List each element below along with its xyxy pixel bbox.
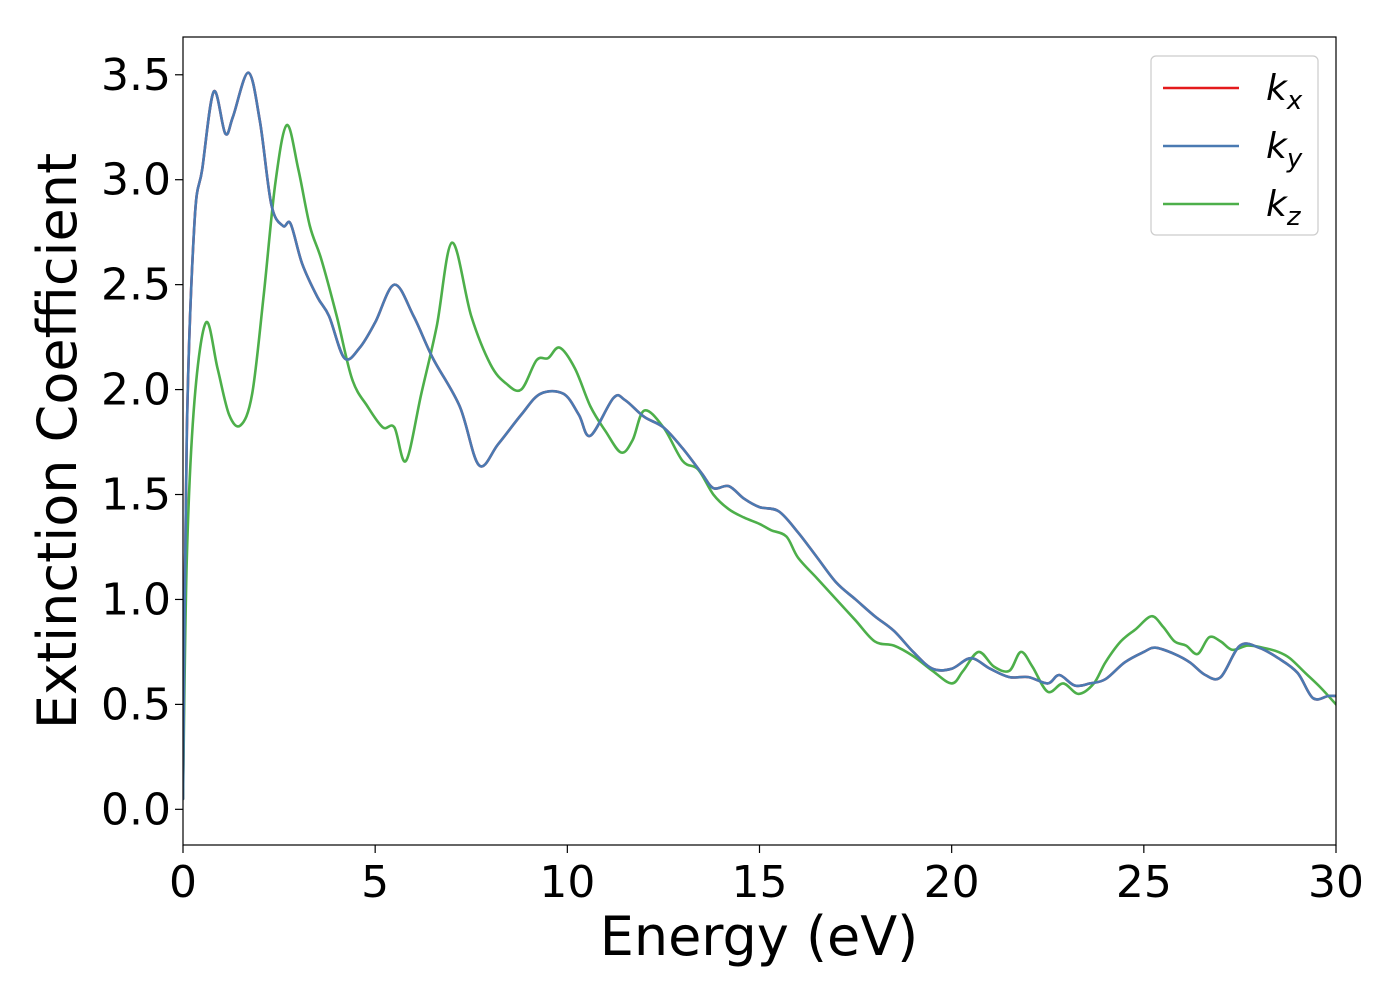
y-tick-label: 3.5 bbox=[101, 50, 171, 101]
legend-label-ky: ky bbox=[1266, 126, 1303, 174]
y-tick-label: 2.0 bbox=[101, 365, 171, 416]
legend-label-kx: kx bbox=[1266, 68, 1303, 116]
legend-label-base: k bbox=[1266, 68, 1289, 109]
y-tick-label: 0.5 bbox=[101, 679, 171, 730]
x-axis-title: Energy (eV) bbox=[600, 905, 919, 968]
legend-label-subscript: y bbox=[1286, 144, 1303, 174]
x-tick-label: 15 bbox=[732, 857, 788, 908]
legend-label-subscript: x bbox=[1286, 86, 1303, 116]
x-tick-label: 0 bbox=[169, 857, 197, 908]
y-tick-label: 2.5 bbox=[101, 260, 171, 311]
legend-label-base: k bbox=[1266, 184, 1289, 225]
series-line-kz bbox=[183, 123, 1336, 801]
x-tick-label: 25 bbox=[1116, 857, 1172, 908]
y-tick-label: 1.0 bbox=[101, 574, 171, 625]
y-tick-label: 1.5 bbox=[101, 470, 171, 521]
y-tick-label: 3.0 bbox=[101, 155, 171, 206]
legend-label-kz: kz bbox=[1266, 184, 1302, 232]
x-tick-label: 10 bbox=[539, 857, 595, 908]
series-layer bbox=[183, 71, 1336, 801]
y-tick-label: 0.0 bbox=[101, 784, 171, 835]
legend-label-base: k bbox=[1266, 126, 1289, 167]
x-tick-label: 20 bbox=[924, 857, 980, 908]
y-axis: 0.0 0.5 1.0 1.5 2.0 2.5 3.0 3.5 bbox=[101, 50, 183, 835]
legend-label-subscript: z bbox=[1286, 202, 1302, 232]
x-tick-label: 5 bbox=[361, 857, 389, 908]
y-axis-title: Extinction Coefficient bbox=[26, 153, 89, 729]
series-line-ky bbox=[183, 71, 1336, 801]
x-axis: 0 5 10 15 20 25 30 bbox=[169, 845, 1364, 908]
x-tick-label: 30 bbox=[1308, 857, 1364, 908]
